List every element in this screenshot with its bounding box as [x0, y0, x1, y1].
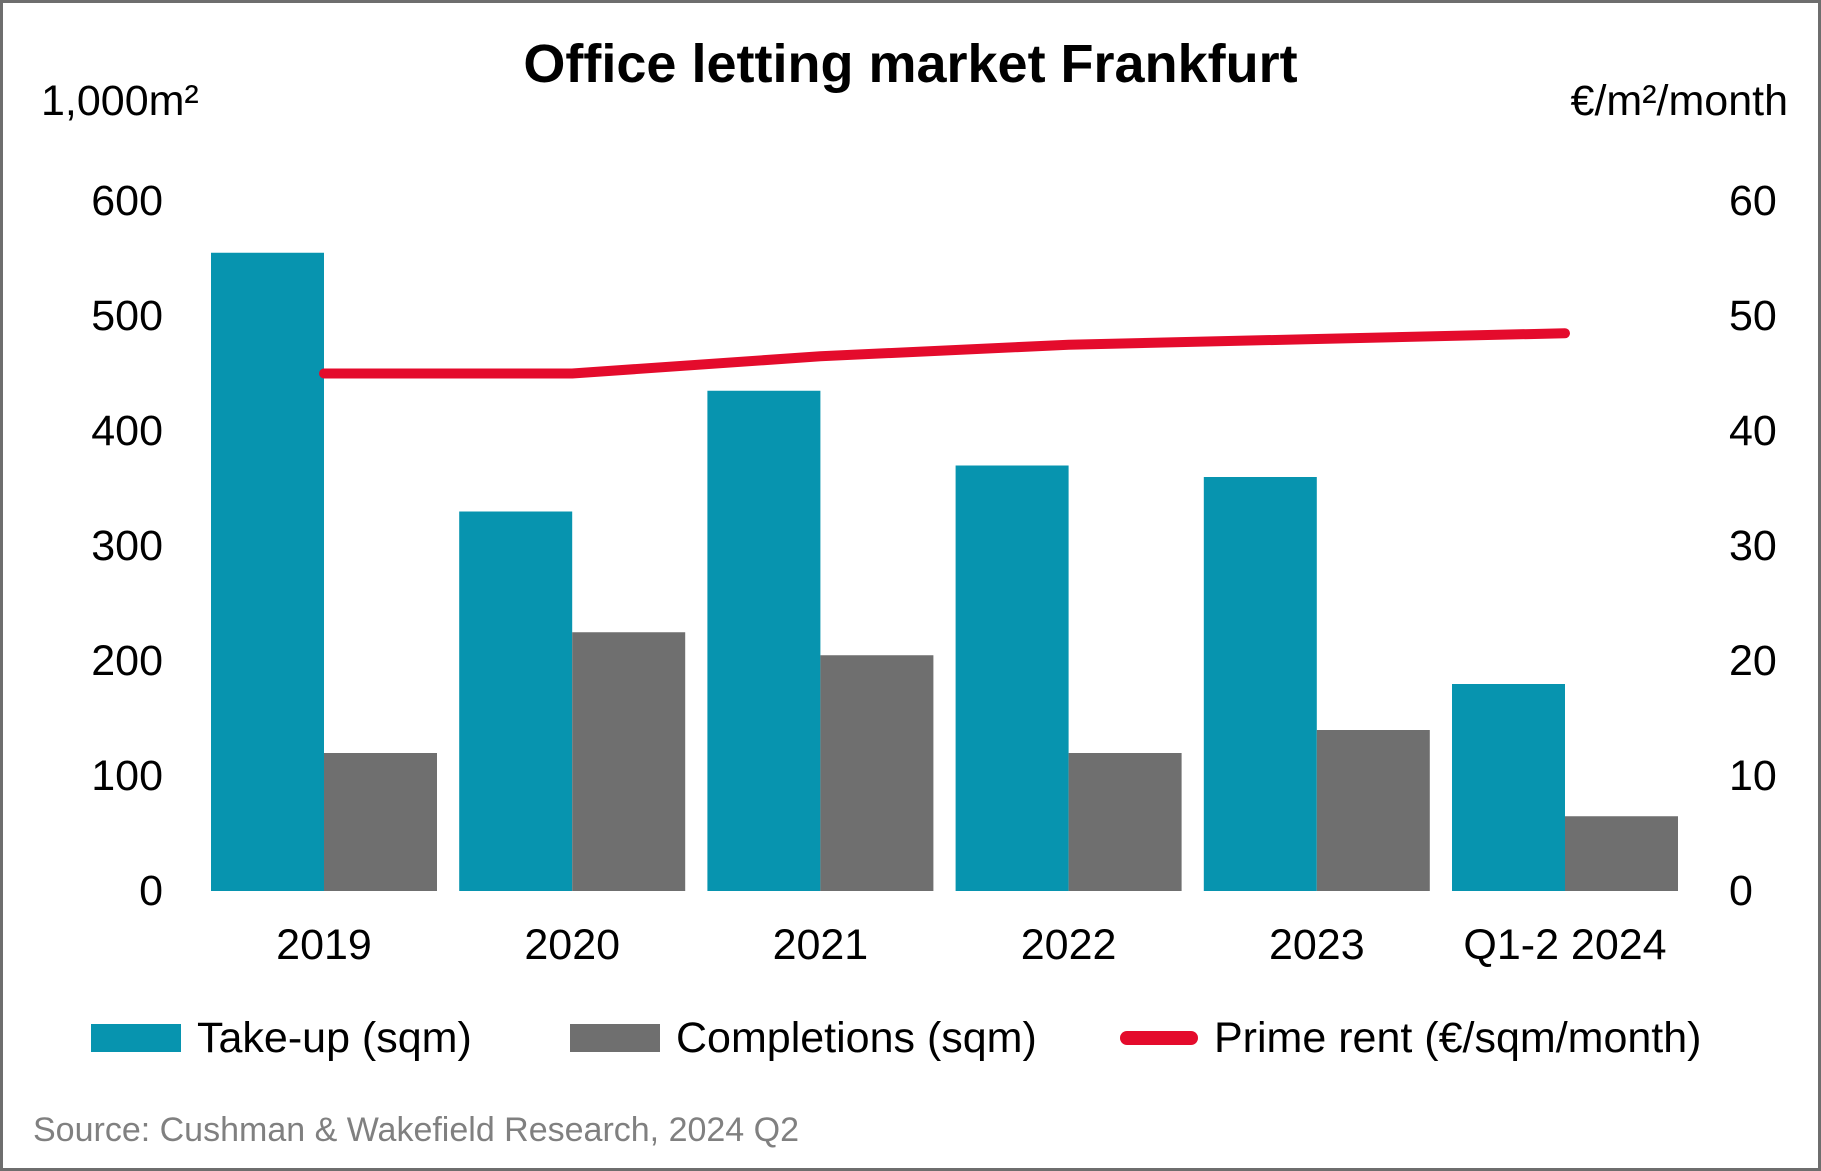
bar-completions — [572, 632, 686, 891]
bar-completions — [324, 753, 437, 891]
y-axis-tick-label-right: 20 — [1729, 637, 1777, 685]
y-axis-tick-label-left: 200 — [91, 637, 163, 685]
legend-label-prime-rent: Prime rent (€/sqm/month) — [1214, 1013, 1702, 1062]
legend-item-completions: Completions (sqm) — [570, 1005, 1037, 1071]
y-axis-tick-label-left: 500 — [91, 292, 163, 340]
completions-swatch — [570, 1024, 660, 1052]
x-axis-category-label: 2019 — [276, 921, 372, 969]
bar-take-up — [459, 511, 573, 891]
bar-completions — [1068, 753, 1182, 891]
y-axis-tick-label-right: 10 — [1729, 752, 1777, 800]
prime-rent-line — [319, 328, 1570, 379]
y-axis-tick-label-left: 600 — [91, 177, 163, 225]
bar-completions — [1316, 730, 1430, 891]
bar-completions — [1565, 816, 1678, 891]
y-axis-tick-label-right: 40 — [1729, 407, 1777, 455]
bar-take-up — [1452, 684, 1565, 891]
chart-title: Office letting market Frankfurt — [523, 34, 1298, 94]
legend-label-take-up: Take-up (sqm) — [197, 1013, 472, 1062]
bar-take-up — [211, 252, 324, 891]
legend-label-completions: Completions (sqm) — [676, 1013, 1037, 1062]
bar-take-up — [1203, 477, 1317, 891]
y-axis-tick-label-right: 30 — [1729, 522, 1777, 570]
plot-area: 0 100 200 300 400 500 600 0 10 20 30 40 50 60 2019 2020… — [91, 177, 1777, 969]
prime-rent-swatch — [1120, 1031, 1198, 1045]
legend-item-prime-rent: Prime rent (€/sqm/month) — [1120, 1005, 1701, 1071]
bar-take-up — [707, 390, 821, 891]
x-axis-category-label: Q1-2 2024 — [1463, 921, 1666, 969]
legend-item-take-up: Take-up (sqm) — [91, 1005, 472, 1071]
x-axis-category-label: 2021 — [773, 921, 869, 969]
y-axis-tick-label-right: 60 — [1729, 177, 1777, 225]
y-axis-tick-label-left: 0 — [139, 867, 163, 915]
right-axis-unit-label: €/m²/month — [1570, 77, 1788, 125]
y-axis-tick-label-right: 50 — [1729, 292, 1777, 340]
source-note: Source: Cushman & Wakefield Research, 20… — [33, 1111, 800, 1149]
legend: Take-up (sqm) Completions (sqm) Prime re… — [3, 1005, 1818, 1071]
y-axis-tick-label-left: 300 — [91, 522, 163, 570]
x-axis-category-label: 2020 — [524, 921, 620, 969]
bar-take-up — [955, 465, 1069, 891]
y-axis-tick-label-right: 0 — [1729, 867, 1753, 915]
bar-completions — [820, 655, 934, 891]
y-axis-tick-label-left: 400 — [91, 407, 163, 455]
left-axis-unit-label: 1,000m² — [41, 77, 199, 125]
y-axis-tick-label-left: 100 — [91, 752, 163, 800]
x-axis-category-label: 2022 — [1021, 921, 1117, 969]
take-up-swatch — [91, 1024, 181, 1052]
x-axis-category-label: 2023 — [1269, 921, 1365, 969]
